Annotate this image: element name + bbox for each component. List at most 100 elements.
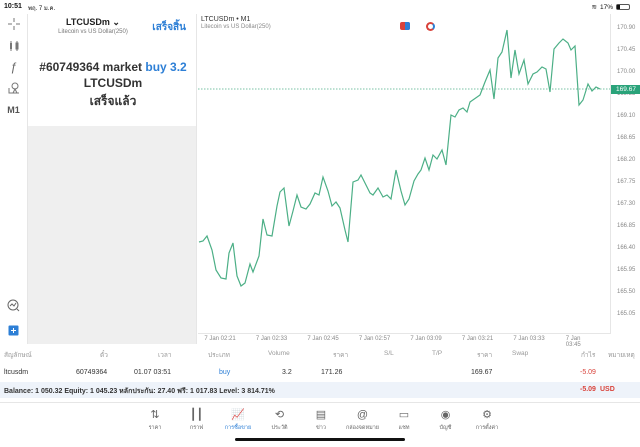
tab-label: ประวัติ xyxy=(271,425,288,431)
new-order-icon[interactable] xyxy=(0,325,27,339)
chart-search-icon[interactable] xyxy=(0,299,27,315)
total-profit: -5.09 xyxy=(580,386,596,393)
current-price-tag: 169.67 xyxy=(611,85,640,94)
tab-label: บัญชี xyxy=(439,425,452,431)
balance-summary: Balance: 1 050.32 Equity: 1 045.23 หลักป… xyxy=(4,388,275,395)
bottom-tab-bar: ⇅ ราคา ┃┃ กราฟ 📈 การซื้อขาย ⟲ ประวัติ ▤ ข่าว @ กล่อ… xyxy=(0,402,640,447)
tab-icon: ▭ xyxy=(398,409,410,421)
one-click-trade-icon[interactable] xyxy=(426,22,435,31)
timeframe-button[interactable]: M1 xyxy=(7,105,20,115)
order-status: เสร็จแล้ว xyxy=(89,94,137,108)
price-tick: 166.85 xyxy=(617,223,636,229)
price-tick: 169.10 xyxy=(617,113,636,119)
time-tick: 7 Jan 03:33 xyxy=(513,336,545,342)
col-tp: T/P xyxy=(432,350,443,357)
order-ticket-text: #60749364 market xyxy=(39,60,143,74)
tab-label: กล่องจดหมาย xyxy=(345,425,380,431)
price-tick: 168.65 xyxy=(617,135,636,141)
indicators-icon[interactable] xyxy=(0,40,27,55)
time-tick: 7 Jan 02:45 xyxy=(307,336,339,342)
order-type-text: buy 3.2 xyxy=(145,60,187,74)
cell-ticket: 60749364 xyxy=(76,369,108,376)
sell-indicator-icon[interactable] xyxy=(400,22,410,30)
time-tick: 7 Jan 03:09 xyxy=(410,336,442,342)
tab-icon: ◉ xyxy=(440,409,451,421)
time-tick: 7 Jan 03:21 xyxy=(461,336,494,342)
price-tick: 166.40 xyxy=(617,245,636,251)
home-indicator xyxy=(235,438,405,441)
objects-icon[interactable] xyxy=(0,82,27,97)
price-tick: 167.30 xyxy=(617,201,636,207)
tab-label: ข่าว xyxy=(316,425,326,431)
crosshair-icon[interactable] xyxy=(0,18,27,33)
col-ticket: ตั๋ว xyxy=(100,352,108,359)
tab-4[interactable]: ▤ ข่าว xyxy=(301,408,341,432)
table-row[interactable]: ltcusdm 60749364 01.07 03:51 buy 3.2 171… xyxy=(0,364,640,382)
tab-7[interactable]: ◉ บัญชี xyxy=(426,408,466,432)
price-line xyxy=(198,29,610,287)
tab-icon: ▤ xyxy=(315,409,327,421)
cell-symbol: ltcusdm xyxy=(4,369,29,376)
done-button[interactable]: เสร็จสิ้น xyxy=(152,22,186,33)
time-tick: 7 Jan 02:57 xyxy=(358,336,391,342)
col-volume: Volume xyxy=(268,350,290,357)
chevron-down-icon: ⌄ xyxy=(112,17,120,27)
price-tick: 170.00 xyxy=(617,69,636,75)
tab-0[interactable]: ⇅ ราคา xyxy=(135,408,175,432)
col-sl: S/L xyxy=(384,350,394,357)
order-result-panel: LTCUSDm ⌄ Litecoin vs US Dollar(250) เสร… xyxy=(27,14,197,344)
tab-label: แชท xyxy=(398,425,410,431)
tab-icon: ⚙ xyxy=(482,409,492,421)
functions-icon[interactable]: ƒ xyxy=(10,60,17,74)
time-tick: 7 Jan 02:21 xyxy=(204,336,236,342)
tab-6[interactable]: ▭ แชท xyxy=(384,408,424,432)
cell-type: buy xyxy=(219,369,231,376)
price-axis: 170.90 170.45 170.00 169.55 169.10 168.65 168.… xyxy=(610,14,640,334)
positions-table: สัญลักษณ์ ตั๋ว เวลา ประเภท Volume ราคา S… xyxy=(0,346,640,398)
balance-row: Balance: 1 050.32 Equity: 1 045.23 หลักป… xyxy=(0,382,640,398)
col-symbol: สัญลักษณ์ xyxy=(4,352,32,359)
tab-icon: ⟲ xyxy=(274,409,285,421)
price-tick: 165.50 xyxy=(617,289,636,295)
tab-label: กราฟ xyxy=(189,425,204,431)
symbol-selector[interactable]: LTCUSDm ⌄ xyxy=(28,17,158,28)
tab-2[interactable]: 📈 การซื้อขาย xyxy=(218,408,258,432)
col-price: ราคา xyxy=(477,352,493,359)
price-tick: 168.20 xyxy=(617,157,636,163)
tab-5[interactable]: @ กล่องจดหมาย xyxy=(343,408,383,432)
tab-3[interactable]: ⟲ ประวัติ xyxy=(260,408,300,432)
tab-icon: 📈 xyxy=(231,409,245,421)
tab-label: ราคา xyxy=(148,425,162,431)
cell-time: 01.07 03:51 xyxy=(134,369,171,376)
status-bar: 10:51 พฤ. 7 ม.ค. ≋ 17% xyxy=(0,0,640,14)
tab-label: การตั้งค่า xyxy=(475,425,499,431)
col-comment: หมายเหตุ xyxy=(608,352,635,359)
col-open-price: ราคา xyxy=(333,352,349,359)
price-tick: 170.90 xyxy=(617,25,636,31)
tab-icon: @ xyxy=(356,409,369,421)
col-profit: กำไร xyxy=(581,352,596,359)
battery-percent: 17% xyxy=(599,3,613,11)
time-axis: 7 Jan 02:21 7 Jan 02:33 7 Jan 02:45 7 Jan 0… xyxy=(198,334,610,348)
tab-8[interactable]: ⚙ การตั้งค่า xyxy=(467,408,507,432)
table-header: สัญลักษณ์ ตั๋ว เวลา ประเภท Volume ราคา S… xyxy=(0,346,640,364)
status-icons: ≋ 17% xyxy=(592,3,630,11)
wifi-icon: ≋ xyxy=(591,4,597,11)
currency: USD xyxy=(600,386,615,393)
tab-icon: ┃┃ xyxy=(189,409,204,421)
tab-icon: ⇅ xyxy=(150,409,160,421)
chart-subtitle: Litecoin vs US Dollar(250) xyxy=(201,24,271,30)
price-tick: 167.75 xyxy=(617,179,636,185)
cell-price: 169.67 xyxy=(471,369,493,376)
chart-title: LTCUSDm • M1 xyxy=(201,16,251,23)
order-result-line1: #60749364 market buy 3.2 xyxy=(28,60,198,74)
tab-1[interactable]: ┃┃ กราฟ xyxy=(177,408,217,432)
battery-icon xyxy=(616,4,630,10)
col-time: เวลา xyxy=(158,352,172,359)
clock: 10:51 xyxy=(4,3,22,10)
price-tick: 170.45 xyxy=(617,47,636,53)
tab-label: การซื้อขาย xyxy=(224,425,252,431)
price-tick: 165.05 xyxy=(617,311,636,317)
order-symbol: LTCUSDm xyxy=(83,76,143,90)
price-chart[interactable]: LTCUSDm • M1 Litecoin vs US Dollar(250) xyxy=(198,14,610,334)
